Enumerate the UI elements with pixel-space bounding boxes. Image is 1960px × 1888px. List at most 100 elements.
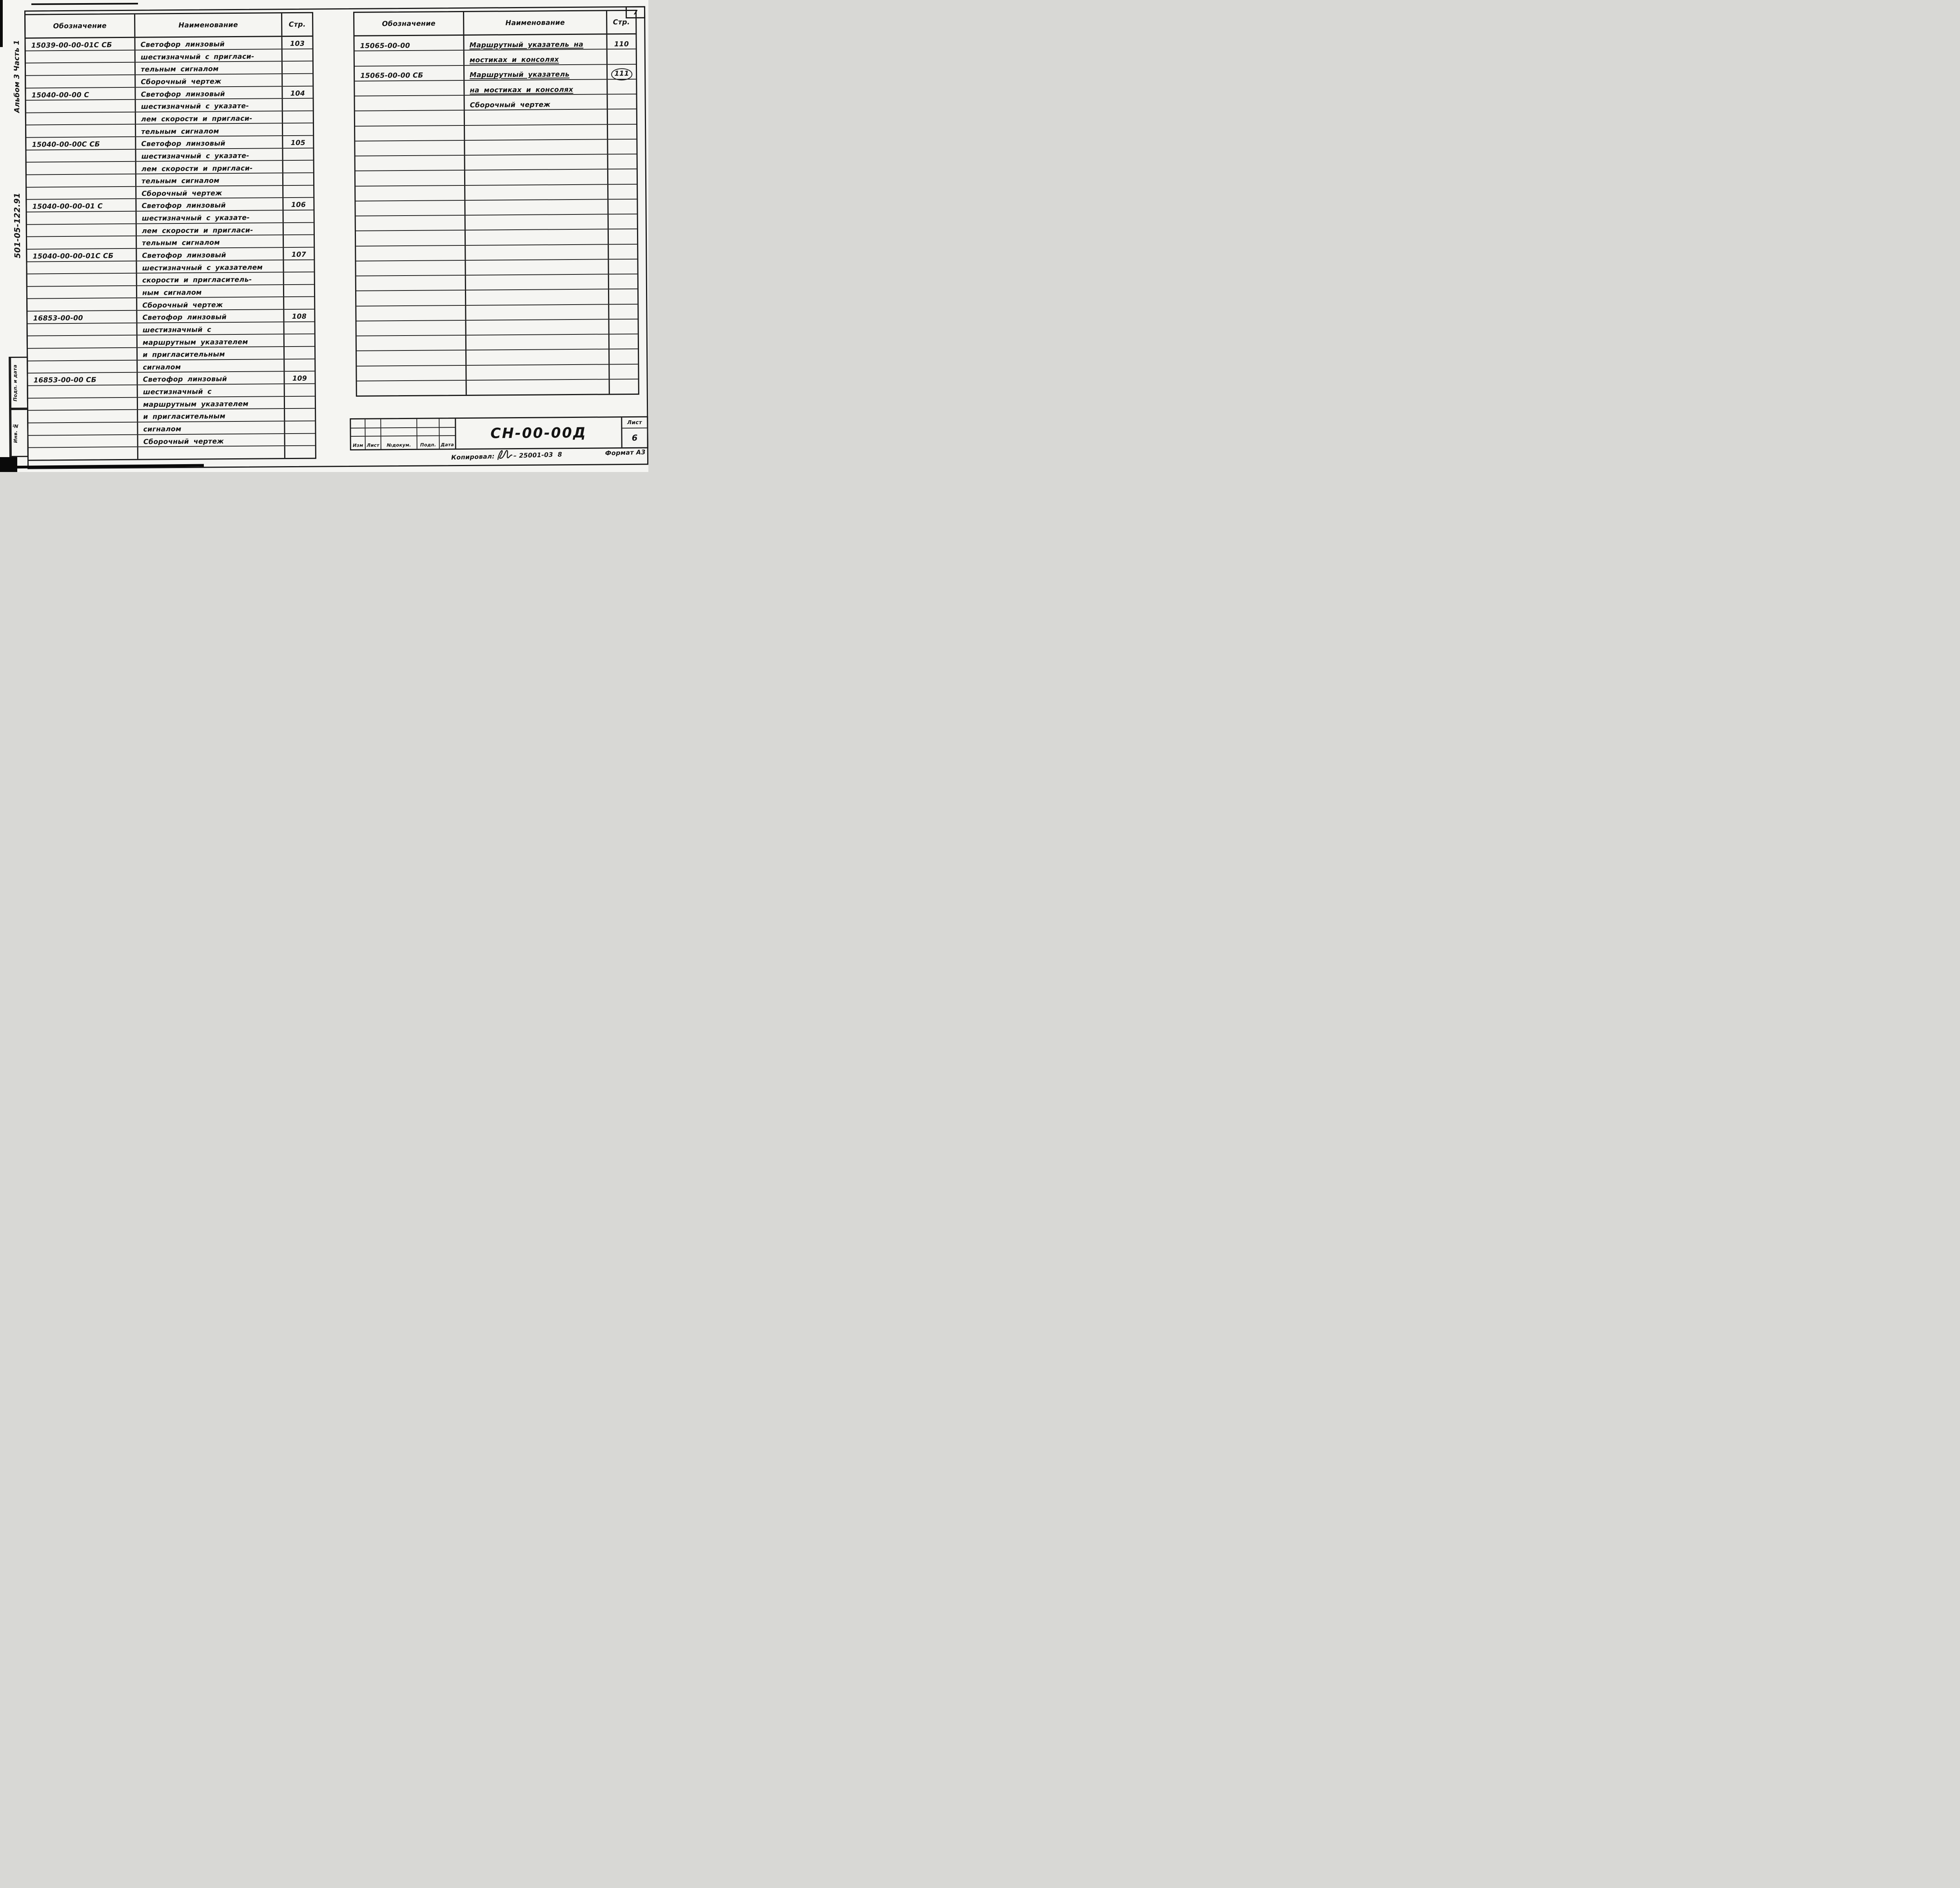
name-cell: Светофор линзовый	[136, 310, 285, 323]
table-row	[357, 349, 638, 366]
table-row	[356, 289, 638, 306]
designation-cell	[27, 274, 136, 286]
table-row: маршрутным указателем	[28, 396, 315, 410]
copier-signature-icon	[497, 450, 512, 460]
page-cell	[283, 99, 313, 111]
table-row: 16853-00-00 Светофор линзовый 108	[27, 309, 314, 323]
name-cell: Маршрутный указатель на	[463, 34, 608, 50]
name-cell	[465, 379, 610, 395]
designation-cell	[27, 236, 136, 249]
designation-cell	[355, 141, 464, 156]
table-header-row: Обозначение Наименование Стр.	[25, 13, 312, 39]
designation-cell	[27, 298, 136, 311]
name-cell	[464, 124, 608, 140]
name-cell: маршрутным указателем	[136, 396, 285, 409]
name-cell	[465, 260, 609, 275]
table-row: лем скорости и пригласи-	[27, 222, 314, 236]
page-cell	[609, 289, 637, 304]
name-cell	[465, 320, 610, 335]
designation-cell	[28, 348, 136, 361]
table-row: на мостиках и консолях	[355, 78, 636, 96]
name-cell	[465, 289, 610, 305]
table-row	[355, 123, 637, 141]
designation-cell	[355, 96, 464, 111]
name-cell: Сборочный чертеж	[134, 74, 283, 87]
name-cell: шестизначный с указате-	[135, 148, 283, 162]
table-row: шестизначный с	[27, 321, 314, 336]
page-cell: 103	[290, 40, 305, 48]
name-cell	[465, 364, 610, 380]
designation-cell	[28, 423, 137, 435]
name-cell: тельным сигналом	[135, 123, 283, 136]
designation-cell	[26, 150, 135, 162]
table-row: мостиках и консолях	[354, 49, 636, 66]
revision-cell	[439, 428, 455, 435]
designation-cell	[356, 185, 464, 200]
page-cell	[608, 169, 637, 184]
page-cell	[285, 421, 315, 433]
name-cell: Сборочный чертеж	[135, 185, 284, 199]
table-row: тельным сигналом	[26, 172, 314, 187]
name-cell	[465, 349, 610, 365]
page-cell	[283, 49, 312, 61]
revision-header-izm: Изм	[351, 436, 366, 449]
sheet: Альбом 3 Часть 1 501-05-122.91 Подп. и д…	[0, 0, 648, 472]
table-row	[356, 333, 638, 351]
table-row: лем скорости и пригласи-	[26, 110, 313, 125]
page-cell	[285, 347, 314, 359]
page-cell: 110	[614, 40, 629, 48]
revision-cell	[351, 428, 366, 436]
name-cell	[465, 334, 610, 350]
inventory-label: Инв. №	[10, 410, 20, 456]
table-row: шестизначный с указателем	[27, 259, 314, 274]
page-cell	[608, 140, 636, 154]
page-cell	[285, 409, 315, 421]
scanned-drawing-index-sheet: Альбом 3 Часть 1 501-05-122.91 Подп. и д…	[0, 0, 648, 472]
table-row: 15040-00-00 С Светофор линзовый 104	[26, 85, 313, 100]
table-row: и пригласительным	[28, 408, 315, 423]
name-cell: скорости и пригласитель-	[136, 272, 284, 285]
margin-inventory-box: Инв. №	[9, 408, 29, 457]
designation-cell	[28, 360, 136, 373]
page-cell	[285, 446, 315, 458]
designation-cell	[27, 187, 135, 199]
revision-cell	[381, 428, 417, 436]
table-row: 15040-00-00-01С СБ Светофор линзовый 107	[27, 247, 314, 261]
table-row	[356, 243, 637, 261]
name-cell: тельным сигналом	[134, 62, 283, 74]
designation-cell	[28, 398, 137, 410]
table-row: тельным сигналом	[25, 60, 313, 75]
designation-cell	[356, 231, 465, 245]
revision-cell	[381, 419, 417, 428]
name-cell: шестизначный с	[136, 322, 285, 335]
designation-cell: 15039-00-00-01С СБ	[31, 41, 112, 50]
name-cell: шестизначный с указателем	[136, 260, 284, 273]
designation-cell: 15065-00-00 СБ	[360, 71, 423, 80]
name-cell: лем скорости и пригласи-	[135, 223, 284, 236]
name-cell	[137, 446, 285, 459]
page-cell	[609, 244, 637, 259]
table-row	[356, 229, 637, 246]
page-cell	[609, 229, 637, 244]
page-cell	[285, 434, 315, 445]
table-row: 15040-00-00С СБ Светофор линзовый 105	[26, 135, 313, 150]
name-cell: и пригласительным	[137, 409, 285, 422]
table-row	[355, 138, 637, 156]
page-cell	[608, 94, 636, 109]
designation-cell	[28, 323, 136, 336]
table-row: Сборочный чертеж	[27, 296, 314, 311]
table-row: и пригласительным	[27, 346, 315, 361]
designation-cell	[356, 245, 465, 260]
revision-empty-row	[351, 427, 455, 436]
name-cell: сигналом	[137, 421, 285, 434]
revision-cell	[365, 428, 381, 436]
sheet-number: 6	[632, 433, 638, 443]
designation-cell	[29, 435, 137, 447]
name-cell: тельным сигналом	[135, 235, 284, 248]
page-cell	[610, 349, 638, 364]
name-cell: и пригласительным	[136, 347, 285, 360]
designation-cell	[26, 75, 134, 88]
name-cell: Светофор линзовый	[134, 37, 283, 50]
revision-header-data: Дата	[441, 442, 454, 448]
name-cell: Светофор линзовый	[134, 86, 283, 99]
